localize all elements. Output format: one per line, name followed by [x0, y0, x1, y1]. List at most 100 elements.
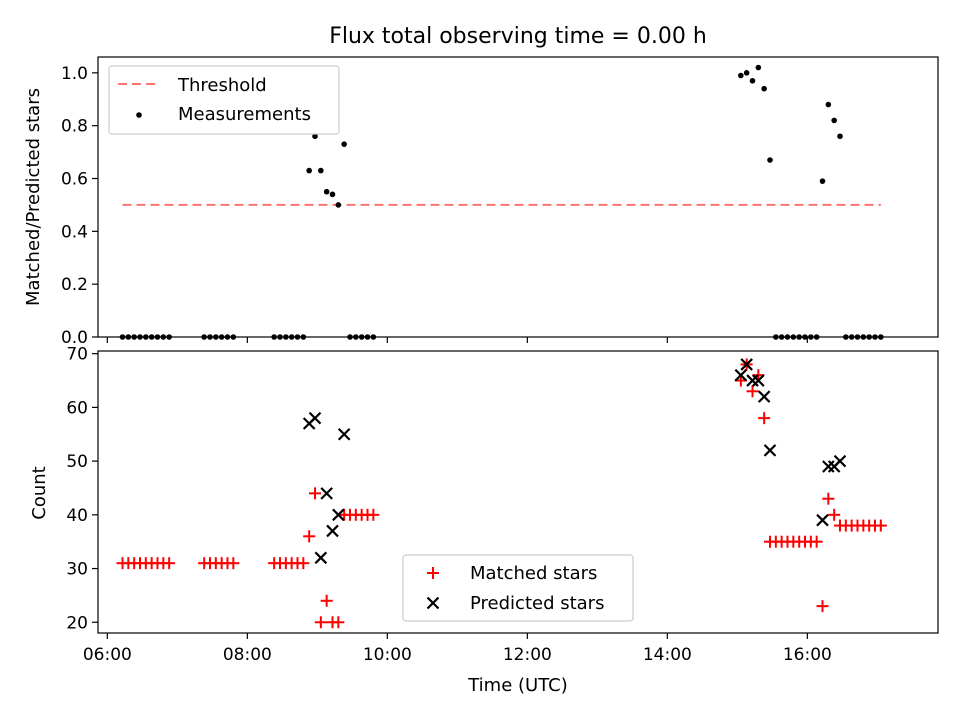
bottom-x-tick-label: 08:00 — [223, 645, 272, 665]
measurement-point — [329, 191, 336, 198]
measurement-point — [837, 133, 843, 140]
matched-point — [309, 487, 321, 500]
measurement-point — [131, 334, 137, 340]
matched-point — [303, 530, 316, 543]
measurement-point — [207, 334, 213, 340]
matched-point — [810, 535, 823, 548]
matched-point — [297, 557, 310, 570]
bottom-x-tick-label: 10:00 — [363, 645, 412, 665]
top-y-tick-label: 1.0 — [61, 64, 88, 84]
measurement-point — [341, 141, 347, 147]
measurement-point — [288, 334, 295, 340]
measurement-point — [166, 334, 172, 340]
measurement-point — [813, 334, 820, 340]
measurement-point — [312, 133, 318, 140]
legend-matched-marker — [427, 567, 439, 579]
cross-stroke — [326, 524, 339, 538]
measurement-point — [148, 334, 155, 340]
bottom-legend: Matched stars Predicted stars — [402, 554, 634, 622]
measurement-point — [749, 77, 756, 84]
bottom-x-tick-label: 16:00 — [783, 645, 832, 665]
measurement-point — [306, 167, 312, 174]
predicted-point — [308, 411, 322, 425]
top-y-tick-label: 0.6 — [61, 170, 88, 190]
cross-stroke — [308, 411, 322, 425]
matched-point — [746, 385, 759, 398]
top-x-ticks — [106, 337, 808, 343]
measurement-point — [802, 334, 808, 340]
bottom-legend-box — [402, 554, 634, 622]
predicted-point — [822, 460, 835, 473]
measurement-point — [831, 117, 837, 124]
bottom-x-axis: 06:00 08:00 10:00 12:00 14:00 16:00 — [83, 633, 832, 665]
measurement-point — [294, 334, 301, 340]
measurement-point — [819, 178, 826, 184]
matched-point — [314, 616, 327, 629]
matched-point — [758, 412, 771, 425]
measurement-point — [230, 334, 237, 340]
measurement-point — [854, 334, 861, 340]
measurement-point — [825, 101, 832, 108]
predicted-point — [816, 513, 829, 527]
predicted-point — [763, 444, 777, 457]
measurement-point — [125, 334, 132, 340]
top-y-axis-label: Matched/Predicted stars — [23, 88, 44, 306]
measurement-point — [773, 334, 779, 340]
measurement-point — [808, 334, 814, 340]
measurement-point — [137, 334, 143, 340]
matched-point — [332, 616, 345, 629]
cross-stroke — [816, 513, 829, 527]
top-legend-box — [108, 65, 340, 135]
bottom-y-tick-label: 30 — [66, 560, 88, 580]
measurement-point — [358, 334, 365, 340]
bottom-x-tick-label: 06:00 — [83, 645, 132, 665]
predicted-point — [740, 358, 753, 371]
measurement-point — [767, 157, 773, 163]
measurement-point — [790, 334, 797, 340]
top-y-axis: 0.0 0.2 0.4 0.6 0.8 1.0 — [61, 64, 98, 348]
legend-predicted-marker — [426, 596, 440, 610]
cross-stroke — [332, 508, 345, 522]
predicted-point — [752, 374, 765, 387]
measurement-point — [860, 334, 867, 340]
measurement-point — [796, 334, 802, 340]
legend-measurements-swatch — [136, 112, 142, 118]
cross-stroke — [757, 390, 771, 403]
measurement-point — [364, 334, 371, 340]
bottom-y-axis-label: Count — [29, 466, 50, 519]
top-y-tick-label: 0.8 — [61, 117, 88, 137]
bottom-panel: 20 30 40 50 60 70 06:00 08:00 10:00 12:00 14:00 16… — [29, 345, 939, 696]
measurement-point — [848, 334, 855, 340]
legend-predicted-swatch — [426, 596, 440, 610]
matched-point — [816, 600, 829, 613]
bottom-x-tick-label: 14:00 — [643, 645, 692, 665]
measurement-point — [761, 85, 767, 92]
cross-stroke — [734, 368, 748, 382]
measurement-point — [843, 334, 849, 340]
measurement-point — [370, 334, 377, 340]
chart-title: Flux total observing time = 0.00 h — [329, 24, 707, 49]
predicted-point — [326, 524, 339, 538]
matched-point — [367, 508, 380, 521]
top-y-tick-label: 0.0 — [61, 328, 88, 348]
bottom-x-tick-label: 12:00 — [503, 645, 552, 665]
measurement-point — [353, 334, 359, 340]
predicted-points — [302, 358, 847, 565]
predicted-point — [314, 551, 328, 565]
bottom-y-axis: 20 30 40 50 60 70 — [66, 345, 98, 633]
cross-stroke — [740, 358, 753, 371]
measurement-point — [755, 64, 762, 71]
top-y-tick-label: 0.4 — [61, 222, 88, 242]
top-y-tick-label: 0.2 — [61, 275, 88, 295]
measurement-point — [778, 334, 785, 340]
matched-point — [874, 519, 887, 532]
matched-point — [320, 594, 333, 607]
predicted-point — [332, 508, 345, 522]
measurement-point — [318, 167, 324, 174]
measurement-point — [743, 70, 750, 76]
matched-points — [116, 358, 887, 629]
bottom-y-tick-label: 20 — [66, 613, 88, 633]
cross-stroke — [763, 444, 777, 457]
measurement-point — [866, 334, 872, 340]
